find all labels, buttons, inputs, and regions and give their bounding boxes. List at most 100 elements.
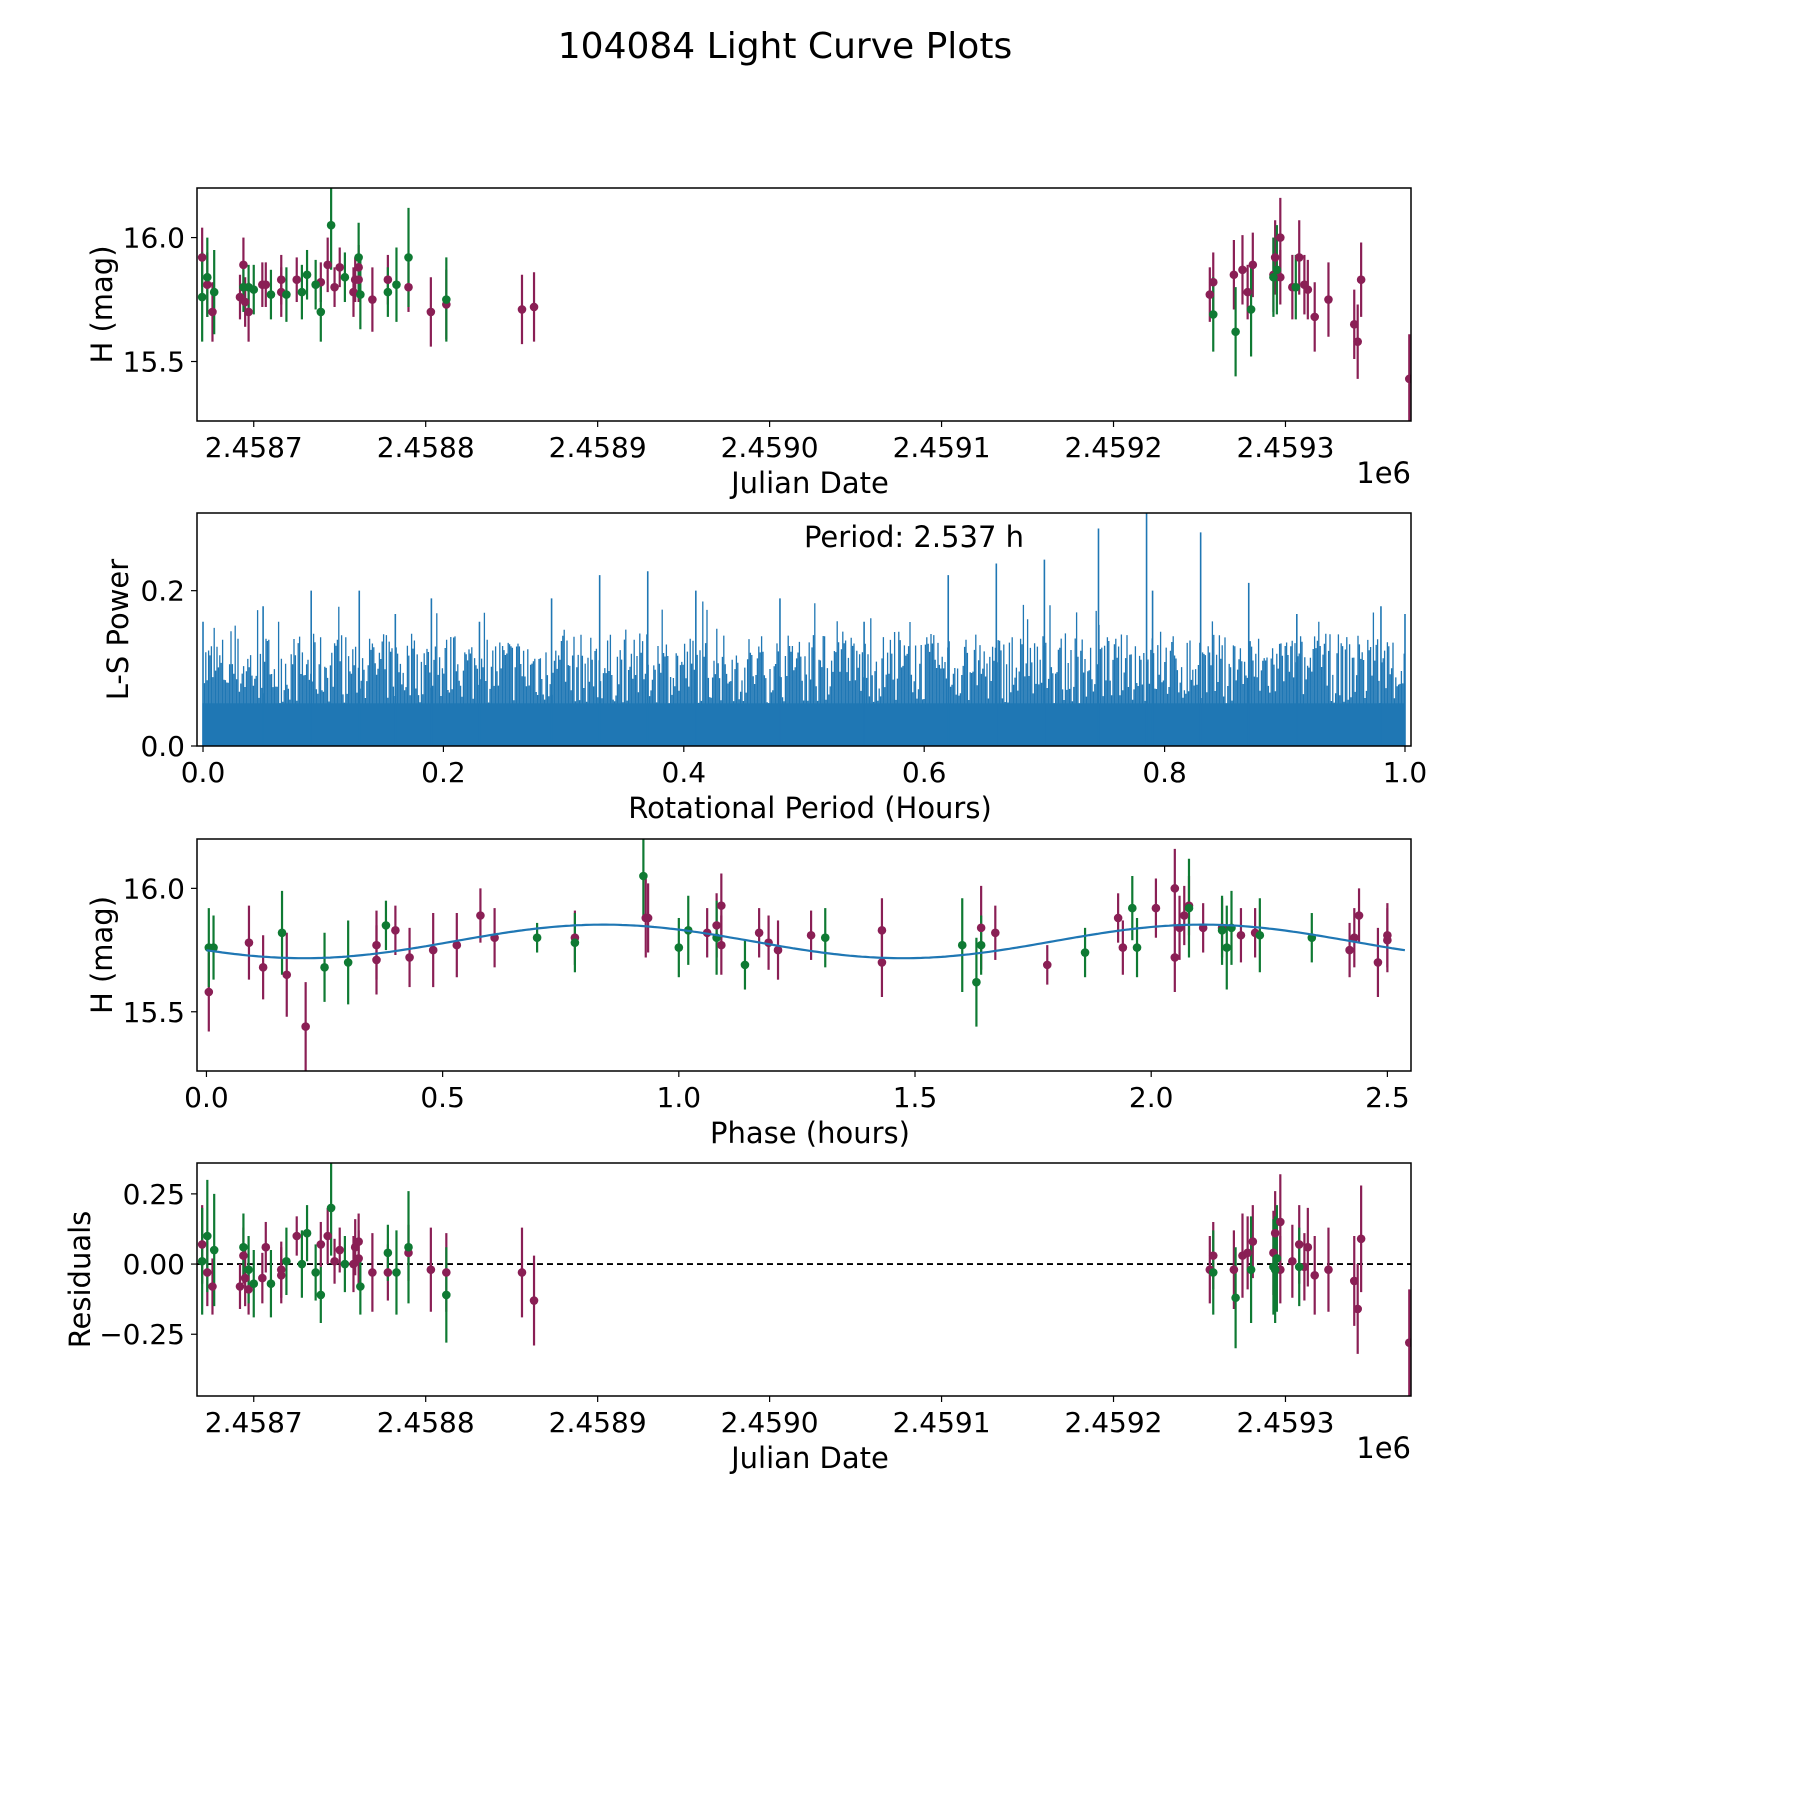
data-point-band_a [1236, 930, 1246, 940]
data-point-band_a [976, 923, 986, 933]
data-point-band_a [529, 302, 539, 312]
data-point-band_a [1151, 903, 1161, 913]
data-point-band_b [203, 272, 212, 282]
periodogram-fill [203, 703, 1405, 746]
data-point-band_a [354, 275, 363, 285]
y-tick-label: −0.25 [99, 1318, 185, 1351]
y-tick-label: 0.25 [123, 1178, 185, 1211]
data-point-band_a [276, 275, 286, 285]
data-point-band_b [1291, 282, 1301, 292]
data-point-band_a [354, 1237, 363, 1246]
data-point-band_a [244, 307, 253, 317]
data-point-band_a [1303, 285, 1313, 294]
data-point-band_a [1276, 272, 1285, 282]
data-point-band_b [1246, 305, 1256, 314]
data-point-band_a [349, 287, 358, 297]
x-tick-label: 0.4 [662, 756, 707, 789]
data-point-band_a [197, 253, 207, 262]
data-point-band_b [209, 1245, 219, 1255]
data-point-band_b [266, 1279, 276, 1289]
data-point-band_a [323, 260, 332, 270]
data-point-band_a [203, 280, 212, 289]
data-point-band_b [311, 1268, 320, 1277]
data-point-band_b [383, 287, 393, 297]
data-point-band_b [404, 1242, 413, 1252]
data-point-band_a [1270, 253, 1280, 262]
data-point-band_a [261, 1242, 271, 1252]
x-tick-label: 2.4589 [549, 431, 647, 464]
data-point-band_a [292, 1231, 302, 1241]
data-point-band_a [335, 263, 345, 272]
data-point-band_a [368, 295, 377, 304]
x-tick-label: 2.4593 [1236, 1406, 1334, 1439]
data-point-band_a [239, 260, 248, 270]
data-point-band_b [1184, 903, 1194, 913]
data-point-band_b [297, 1259, 307, 1269]
data-point-band_b [1255, 930, 1265, 940]
data-point-band_b [1231, 327, 1240, 337]
data-point-band_a [991, 928, 1000, 938]
x-tick-label: 2.5 [1365, 1081, 1410, 1114]
data-point-band_b [316, 307, 326, 317]
x-tick-label: 2.0 [1129, 1081, 1174, 1114]
x-tick-label: 1.5 [893, 1081, 938, 1114]
data-point-band_b [639, 871, 648, 881]
data-point-band_b [976, 940, 986, 950]
data-point-band_a [1310, 1270, 1320, 1280]
x-offset-label: 1e6 [1356, 1431, 1411, 1465]
data-point-band_a [1205, 290, 1215, 299]
data-point-band_a [316, 1240, 326, 1249]
data-point-band_a [1208, 277, 1218, 287]
data-point-band_a [330, 1256, 339, 1266]
x-offset-label: 1e6 [1356, 456, 1411, 490]
data-layer [204, 839, 1406, 1071]
data-point-band_a [877, 958, 887, 967]
y-tick-label: 0.00 [123, 1248, 185, 1281]
data-point-band_a [292, 275, 302, 285]
data-point-band_b [1080, 948, 1090, 957]
data-point-band_b [1217, 926, 1227, 935]
data-point-band_a [335, 1245, 345, 1255]
data-point-band_b [282, 290, 291, 299]
data-point-band_a [1324, 1265, 1333, 1274]
data-point-band_b [343, 958, 353, 967]
x-tick-label: 2.4591 [893, 431, 991, 464]
data-point-band_b [392, 1268, 401, 1277]
x-tick-label: 2.4587 [205, 431, 303, 464]
x-tick-label: 0.0 [184, 1081, 229, 1114]
data-point-band_a [391, 926, 400, 935]
axes-frame [196, 1162, 1412, 1397]
data-point-band_b [1231, 1293, 1240, 1303]
data-point-band_a [1042, 960, 1052, 970]
data-point-band_a [1349, 320, 1359, 329]
data-point-band_a [1170, 884, 1180, 893]
data-point-band_b [532, 933, 542, 943]
data-point-band_a [428, 945, 438, 955]
data-point-band_b [326, 1203, 336, 1213]
data-point-band_b [404, 253, 413, 262]
panel-lightcurve: 2.4587 2.4588 2.4589 2.4590 2.4591 2.4592 2.45… [85, 187, 1412, 500]
data-layer [197, 1163, 1411, 1396]
data-point-band_b [1208, 1268, 1218, 1277]
x-tick-label: 2.4590 [721, 1406, 819, 1439]
data-point-band_b [1222, 943, 1232, 952]
period-annotation: Period: 2.537 h [804, 520, 1024, 554]
data-point-band_b [239, 1242, 248, 1252]
data-point-band_a [877, 926, 887, 935]
data-point-band_a [244, 1285, 253, 1294]
data-point-band_a [240, 1273, 250, 1283]
periodogram-layer [202, 513, 1406, 746]
figure-title: 104084 Light Curve Plots [558, 26, 1012, 67]
data-point-band_a [643, 913, 653, 923]
data-point-band_a [349, 1259, 358, 1269]
panel-phased: 0.0 0.5 1.0 1.5 2.0 2.5 15.5 16.0 Phase (hours) H… [85, 838, 1412, 1150]
data-point-band_b [311, 280, 320, 289]
data-point-band_a [282, 970, 292, 980]
data-point-band_a [1294, 253, 1304, 262]
data-point-band_a [404, 282, 413, 292]
data-point-band_a [239, 1251, 248, 1260]
y-tick-label: 15.5 [123, 996, 185, 1029]
data-point-band_b [381, 921, 391, 930]
data-point-band_a [1288, 1256, 1297, 1266]
data-point-band_b [1208, 310, 1218, 319]
